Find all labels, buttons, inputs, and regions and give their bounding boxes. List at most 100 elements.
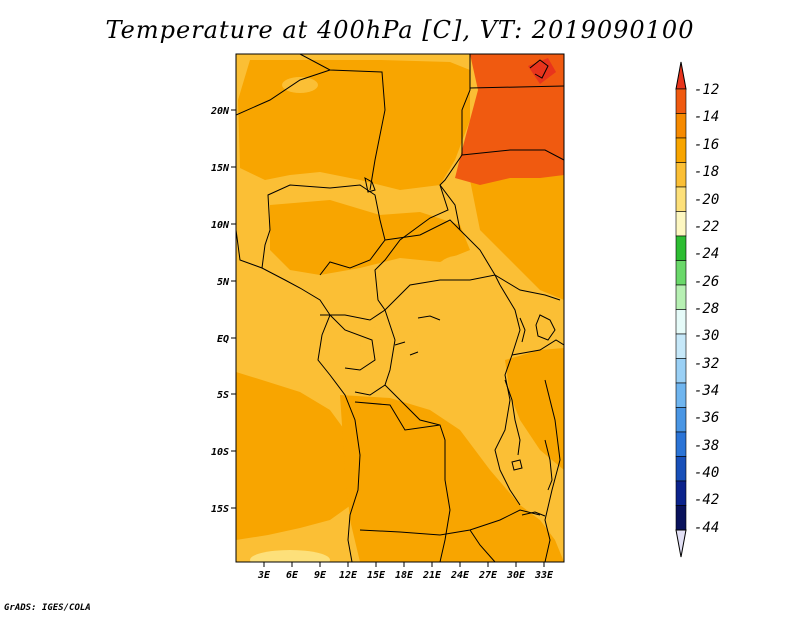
- lat-tick-label: 20N: [210, 106, 230, 117]
- colorbar-top-arrow: [675, 61, 687, 90]
- colorbar-label: -26: [694, 274, 719, 290]
- colorbar-label: -38: [694, 438, 719, 454]
- colorbar-cells: [675, 88, 687, 531]
- field-band-14-16-south: [236, 372, 362, 540]
- lat-tick-label: 10S: [211, 447, 229, 458]
- lon-tick-label: 6E: [286, 570, 299, 581]
- colorbar-label: -14: [694, 109, 719, 125]
- lat-tick-label: 5S: [217, 390, 229, 401]
- colorbar-cell: [675, 333, 687, 359]
- colorbar-label: -44: [694, 520, 719, 536]
- border-11: [354, 309, 396, 396]
- lake-kariba: [521, 511, 546, 517]
- field-band-14-16-central: [270, 200, 470, 275]
- lon-axis: 3E 6E 9E 12E 15E 18E 21E 24E 27E 30E 33E: [257, 562, 554, 581]
- colorbar-label: -16: [694, 137, 719, 153]
- lon-tick-label: 27E: [478, 570, 498, 581]
- lat-tick-label: 15S: [211, 504, 229, 515]
- lake-malawi: [544, 439, 553, 491]
- field-band-14-16-north: [238, 60, 470, 190]
- colorbar-label: -32: [694, 356, 719, 372]
- lon-tick-label: 21E: [422, 570, 442, 581]
- colorbar-cell: [675, 284, 687, 310]
- field-patch-1: [282, 77, 318, 93]
- colorbar-label: -36: [694, 410, 719, 426]
- nile-segment: [529, 59, 549, 79]
- colorbar-cell: [675, 431, 687, 457]
- colorbar-cell: [675, 137, 687, 163]
- border-12: [494, 284, 521, 506]
- lon-tick-label: 15E: [367, 570, 386, 581]
- colorbar-cell: [675, 382, 687, 408]
- field-band-14-16-east: [470, 170, 564, 300]
- temperature-field: [236, 54, 564, 562]
- lake-tanganyika: [504, 379, 521, 456]
- country-borders: [236, 54, 564, 562]
- border-8: [374, 184, 449, 311]
- field-band-14-16-angola: [340, 395, 564, 562]
- colorbar-label: -42: [694, 492, 719, 508]
- lon-tick-label: 24E: [450, 570, 470, 581]
- lake-chad: [364, 177, 376, 193]
- field-patch-2: [360, 325, 420, 365]
- coastline-west: [236, 229, 361, 562]
- colorbar-bottom-arrow: [675, 529, 687, 558]
- border-17: [544, 379, 561, 562]
- lon-tick-label: 30E: [506, 570, 526, 581]
- border-16: [469, 529, 496, 562]
- border-10: [329, 314, 376, 371]
- border-1: [299, 54, 386, 191]
- lat-tick-label: 15N: [211, 163, 230, 174]
- border-2: [236, 69, 331, 116]
- colorbar-cell: [675, 235, 687, 261]
- map-title: Temperature at 400hPa [C], VT: 201909010…: [105, 16, 695, 44]
- colorbar-cell: [675, 88, 687, 114]
- credit-text: GrADS: IGES/COLA: [4, 603, 91, 613]
- lake-albert: [519, 317, 526, 343]
- lon-tick-label: 12E: [339, 570, 358, 581]
- colorbar-label: -40: [694, 465, 719, 481]
- border-9: [320, 274, 561, 321]
- colorbar-label: -34: [694, 383, 719, 399]
- small-lake: [511, 459, 523, 471]
- colorbar-cell: [675, 186, 687, 212]
- colorbar-cell: [675, 162, 687, 188]
- colorbar-label: -12: [694, 82, 719, 98]
- border-7: [384, 219, 461, 241]
- border-5: [461, 149, 564, 161]
- colorbar-label: -28: [694, 301, 719, 317]
- field-band-14-16-se: [505, 348, 564, 470]
- lat-tick-label: 10N: [211, 220, 230, 231]
- colorbar-label: -24: [694, 246, 719, 262]
- colorbar-cell: [675, 480, 687, 506]
- lat-tick-label: 5N: [217, 277, 230, 288]
- lat-tick-label: EQ: [217, 334, 229, 345]
- lon-tick-label: 18E: [395, 570, 414, 581]
- colorbar-cell: [675, 211, 687, 237]
- colorbar-cell: [675, 309, 687, 335]
- lat-axis: 20N 15N 10N 5N EQ 5S 10S 15S: [210, 106, 236, 515]
- colorbar-cell: [675, 113, 687, 139]
- colorbar-labels: -12 -14 -16 -18 -20 -22 -24 -26 -28 -30 …: [694, 82, 719, 536]
- colorbar-label: -30: [694, 328, 719, 344]
- colorbar: -12 -14 -16 -18 -20 -22 -24 -26 -28 -30 …: [675, 61, 719, 558]
- border-18: [511, 339, 564, 356]
- colorbar-cell: [675, 456, 687, 482]
- lon-tick-label: 9E: [314, 570, 327, 581]
- field-patch-4: [250, 550, 330, 562]
- field-patch-3: [440, 255, 490, 275]
- colorbar-cell: [675, 260, 687, 286]
- lon-tick-label: 33E: [534, 570, 554, 581]
- colorbar-cell: [675, 407, 687, 433]
- border-4: [469, 85, 564, 89]
- lake-victoria: [535, 314, 556, 341]
- river-congo: [394, 315, 441, 356]
- border-13: [384, 384, 451, 562]
- colorbar-cell: [675, 505, 687, 531]
- lon-tick-label: 3E: [257, 570, 271, 581]
- colorbar-label: -20: [694, 192, 719, 208]
- colorbar-label: -18: [694, 164, 719, 180]
- colorbar-cell: [675, 358, 687, 384]
- map-frame: [235, 53, 565, 563]
